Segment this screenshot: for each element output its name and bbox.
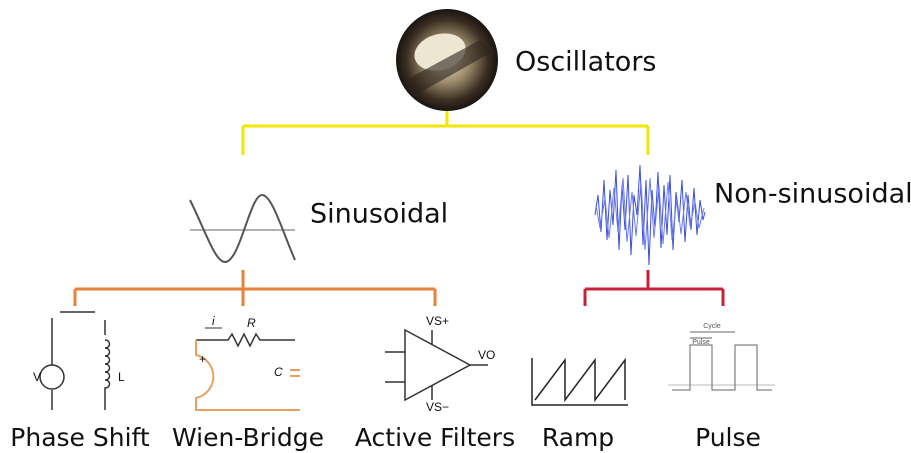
- circuit-symbol: L: [118, 370, 125, 384]
- circuit-symbol: VS−: [426, 400, 449, 414]
- pulse-symbol: Pulse: [692, 339, 710, 346]
- ramp-wave: [532, 358, 628, 405]
- pulse-wave: [668, 332, 775, 390]
- wien-bridge-circuit: [196, 328, 300, 410]
- circuit-symbol: R: [247, 316, 256, 330]
- root-connector: [243, 111, 648, 155]
- oscillator-tree: Oscillators Sinusoidal Non-sinusoidal V …: [0, 0, 911, 453]
- leaf-label: Active Filters: [355, 423, 515, 452]
- branch-label: Non-sinusoidal: [714, 179, 911, 210]
- leaf-label: Pulse: [695, 423, 761, 452]
- noise-icon: [595, 165, 705, 265]
- pulse-symbol: Cycle: [703, 323, 721, 330]
- circuit-sign: +: [199, 352, 206, 366]
- root-label: Oscillators: [515, 47, 657, 78]
- non-sinusoidal-connector: [585, 270, 723, 306]
- circuit-symbol: V: [33, 370, 41, 384]
- sine-icon: [190, 195, 295, 262]
- root-photo: [396, 9, 498, 111]
- phase-shift-circuit: [40, 312, 110, 410]
- circuit-symbol: VO: [478, 348, 495, 362]
- circuit-symbol: i: [212, 314, 215, 328]
- circuit-symbol: C: [274, 365, 283, 379]
- sinusoidal-connector: [75, 270, 435, 306]
- branch-label: Sinusoidal: [310, 199, 448, 230]
- leaf-label: Phase Shift: [10, 423, 150, 452]
- leaf-label: Ramp: [542, 423, 614, 452]
- opamp-circuit: [385, 330, 488, 400]
- leaf-label: Wien-Bridge: [172, 423, 324, 452]
- circuit-symbol: VS+: [426, 314, 449, 328]
